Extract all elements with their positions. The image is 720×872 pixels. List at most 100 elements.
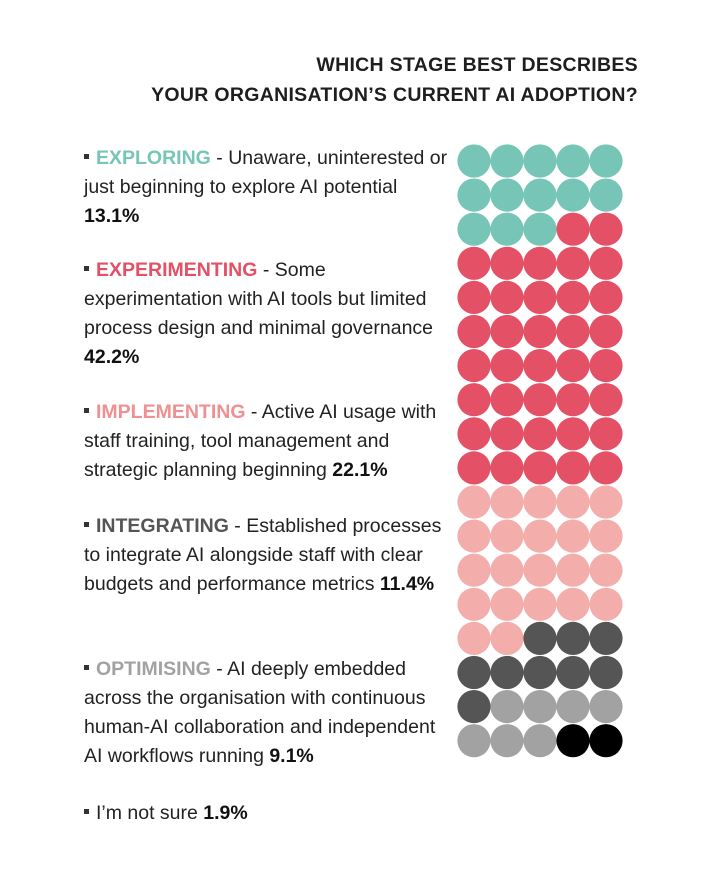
waffle-cell-implementing [457, 587, 491, 621]
waffle-cell-experimenting [556, 349, 590, 383]
legend-item-experimenting: EXPERIMENTING - Some experimentation wit… [84, 256, 454, 372]
waffle-cell-exploring [556, 144, 590, 178]
bullet-icon [84, 522, 89, 528]
legend-description-implementing: - Active AI usage with staff training, t… [84, 401, 437, 481]
waffle-cell-exploring [523, 178, 557, 212]
waffle-cell-experimenting [490, 314, 524, 349]
waffle-cell-implementing [490, 621, 524, 656]
waffle-cell-integrating [457, 690, 491, 724]
bullet-icon [84, 266, 89, 272]
waffle-cell-exploring [490, 212, 524, 246]
bullet-icon [84, 809, 89, 815]
waffle-cell-experimenting [457, 314, 491, 349]
waffle-cell-experimenting [589, 349, 623, 383]
waffle-cell-implementing [556, 553, 590, 587]
waffle-cell-experimenting [589, 280, 623, 314]
waffle-cell-integrating [589, 621, 623, 656]
waffle-cell-exploring [457, 144, 491, 178]
waffle-cell-optimising [457, 724, 491, 758]
legend-description-experimenting: - Some experimentation with AI tools but… [84, 259, 434, 339]
waffle-cell-experimenting [457, 246, 491, 280]
waffle-cell-experimenting [589, 212, 623, 246]
waffle-cell-implementing [589, 519, 623, 553]
waffle-cell-implementing [523, 553, 557, 587]
legend-value-integrating: 11.4% [379, 573, 435, 595]
waffle-cell-experimenting [523, 383, 557, 417]
legend-description-integrating: - Established processes to integrate AI … [84, 515, 442, 595]
legend-item-integrating: INTEGRATING - Established processes to i… [84, 512, 454, 599]
waffle-cell-experimenting [523, 246, 557, 280]
waffle-cell-implementing [457, 553, 491, 587]
waffle-cell-experimenting [490, 349, 524, 383]
waffle-cell-experimenting [556, 417, 590, 451]
waffle-cell-implementing [523, 485, 557, 519]
waffle-cell-experimenting [523, 280, 557, 314]
waffle-cell-experimenting [457, 451, 491, 485]
waffle-cell-exploring [556, 178, 590, 212]
waffle-cell-optimising [490, 724, 524, 758]
waffle-cell-integrating [490, 655, 524, 690]
waffle-cell-implementing [556, 485, 590, 519]
waffle-cell-integrating [556, 655, 590, 690]
waffle-cell-integrating [523, 655, 557, 690]
waffle-cell-experimenting [589, 314, 623, 349]
waffle-cell-experimenting [490, 246, 524, 280]
waffle-cell-exploring [589, 178, 623, 212]
waffle-cell-implementing [457, 485, 491, 519]
waffle-cell-experimenting [556, 212, 590, 246]
waffle-cell-experimenting [556, 314, 590, 349]
waffle-cell-exploring [589, 144, 623, 178]
waffle-cell-experimenting [457, 383, 491, 417]
waffle-cell-integrating [457, 655, 491, 690]
waffle-cell-exploring [490, 144, 524, 178]
chart-title-line-2: YOUR ORGANISATION’S CURRENT AI ADOPTION? [151, 84, 638, 106]
waffle-cell-implementing [556, 587, 590, 621]
bullet-icon [84, 154, 89, 160]
waffle-cell-implementing [490, 553, 524, 587]
chart-title: WHICH STAGE BEST DESCRIBES YOUR ORGANISA… [151, 50, 638, 110]
waffle-cell-implementing [556, 519, 590, 553]
waffle-cell-integrating [556, 621, 590, 656]
waffle-cell-experimenting [490, 451, 524, 485]
legend-item-implementing: IMPLEMENTING - Active AI usage with staf… [84, 398, 454, 485]
waffle-cell-experimenting [589, 417, 623, 451]
waffle-cell-experimenting [589, 383, 623, 417]
waffle-cell-implementing [457, 519, 491, 553]
waffle-cell-implementing [589, 587, 623, 621]
waffle-cell-not_sure [556, 724, 590, 758]
legend-value-implementing: 22.1% [332, 459, 388, 481]
chart-title-line-1: WHICH STAGE BEST DESCRIBES [316, 54, 638, 76]
legend-item-exploring: EXPLORING - Unaware, uninterested or jus… [84, 144, 454, 231]
legend-label-implementing: IMPLEMENTING [96, 401, 246, 423]
waffle-cell-experimenting [556, 280, 590, 314]
legend-description-optimising: - AI deeply embedded across the organisa… [84, 658, 436, 767]
waffle-cell-optimising [523, 690, 557, 724]
waffle-cell-experimenting [589, 451, 623, 485]
legend-value-experimenting: 42.2% [84, 346, 140, 368]
legend-label-experimenting: EXPERIMENTING [96, 259, 258, 281]
waffle-cell-experimenting [523, 314, 557, 349]
legend-item-optimising: OPTIMISING - AI deeply embedded across t… [84, 655, 454, 771]
waffle-cell-implementing [523, 519, 557, 553]
waffle-cell-implementing [457, 621, 491, 656]
legend-label-integrating: INTEGRATING [96, 515, 229, 537]
legend-label-optimising: OPTIMISING [96, 658, 211, 680]
waffle-cell-experimenting [556, 451, 590, 485]
waffle-cell-experimenting [556, 246, 590, 280]
legend-label-exploring: EXPLORING [96, 147, 211, 169]
waffle-cell-implementing [490, 485, 524, 519]
legend-value-exploring: 13.1% [84, 205, 140, 227]
waffle-cell-exploring [523, 212, 557, 246]
waffle-cell-experimenting [457, 417, 491, 451]
waffle-cell-implementing [589, 485, 623, 519]
waffle-cell-implementing [523, 587, 557, 621]
waffle-cell-integrating [523, 621, 557, 656]
waffle-cell-experimenting [523, 349, 557, 383]
waffle-cell-experimenting [490, 383, 524, 417]
waffle-cell-experimenting [490, 417, 524, 451]
waffle-cell-experimenting [523, 417, 557, 451]
waffle-cell-optimising [589, 690, 623, 724]
legend-description-exploring: - Unaware, uninterested or just beginnin… [84, 147, 448, 198]
waffle-cell-optimising [523, 724, 557, 758]
